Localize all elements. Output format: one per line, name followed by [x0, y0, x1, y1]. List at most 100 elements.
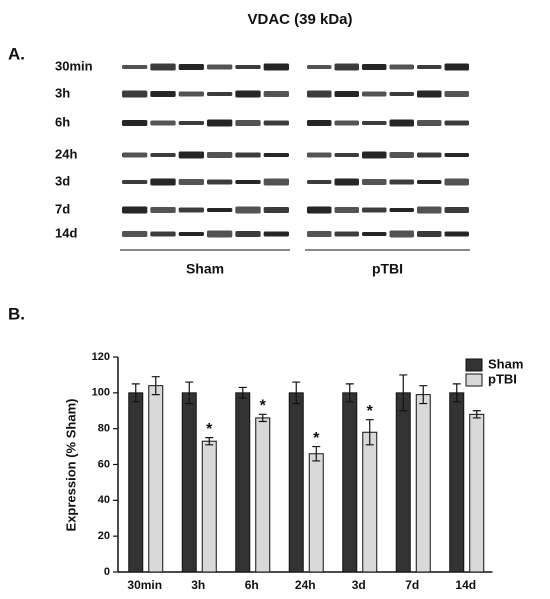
blot-band: [263, 207, 289, 213]
error-bar: [205, 437, 214, 446]
blot-band: [444, 178, 469, 186]
error-bar: [185, 381, 194, 405]
significance-mark: *: [206, 421, 213, 438]
significance-mark: *: [313, 430, 320, 447]
y-tick-label: 100: [92, 387, 110, 399]
group-label: Sham: [186, 261, 224, 277]
blot-band: [150, 231, 176, 237]
blot-band: [263, 231, 289, 237]
row-label: 7d: [55, 201, 70, 216]
blot-band: [178, 64, 204, 70]
legend-swatch: [465, 373, 483, 387]
blot-band: [207, 152, 233, 158]
blot-band: [362, 179, 387, 185]
blot-band: [235, 152, 261, 158]
blot-band: [362, 64, 387, 70]
y-tick-label: 120: [92, 351, 110, 363]
y-tick-label: 0: [104, 566, 110, 578]
blot-band: [389, 64, 414, 70]
blot-band: [235, 206, 261, 214]
blot-band: [334, 231, 359, 237]
error-bar: [452, 383, 461, 403]
bar: [308, 453, 324, 573]
blot-band: [307, 152, 332, 158]
y-tick-label: 20: [98, 530, 110, 542]
blot-band: [417, 65, 442, 69]
blot-band: [122, 65, 148, 69]
blot-band: [122, 152, 148, 158]
blot-band: [150, 153, 176, 157]
legend-swatch: [465, 358, 483, 372]
blot-band: [307, 65, 332, 69]
panel-label: A.: [8, 44, 25, 63]
blot-band: [122, 180, 148, 184]
panel-label: B.: [8, 304, 25, 323]
blot-band: [178, 91, 204, 97]
row-label: 3d: [55, 173, 70, 188]
blot-band: [178, 121, 204, 125]
blot-band: [122, 120, 148, 126]
row-label: 14d: [55, 225, 77, 240]
blot-band: [444, 120, 469, 126]
blot-band: [150, 120, 176, 126]
blot-band: [235, 65, 261, 69]
blot-band: [334, 91, 359, 97]
blot-band: [444, 91, 469, 97]
blot-band: [417, 180, 442, 184]
blot-band: [263, 120, 289, 126]
error-bar: [399, 374, 408, 412]
blot-band: [207, 64, 233, 70]
error-bar: [312, 445, 321, 462]
bar: [181, 392, 197, 573]
blot-band: [150, 178, 176, 186]
y-tick-label: 80: [98, 423, 110, 435]
error-bar: [472, 410, 481, 419]
error-bar: [151, 376, 160, 396]
y-tick-label: 60: [98, 458, 110, 470]
blot-band: [207, 92, 233, 96]
blot-band: [389, 119, 414, 127]
x-tick-label: 3h: [191, 578, 205, 592]
legend-label: Sham: [488, 356, 523, 371]
row-label: 3h: [55, 85, 70, 100]
blot-band: [263, 91, 289, 97]
blot-band: [122, 231, 148, 237]
blot-band: [389, 179, 414, 185]
x-tick-label: 6h: [245, 578, 259, 592]
error-bar: [258, 413, 267, 423]
error-bar: [131, 383, 140, 403]
row-label: 30min: [55, 58, 93, 73]
blot-band: [122, 90, 148, 98]
bar: [148, 385, 164, 573]
bar: [362, 431, 378, 573]
blot-band: [362, 121, 387, 125]
bar: [469, 413, 485, 573]
blot-band: [263, 63, 289, 71]
blot-band: [362, 91, 387, 97]
blot-band: [307, 231, 332, 237]
blot-band: [444, 231, 469, 237]
blot-band: [150, 63, 176, 71]
significance-mark: *: [260, 398, 267, 415]
blot-band: [207, 208, 233, 212]
blot-band: [263, 153, 289, 157]
blot-band: [122, 206, 148, 214]
significance-mark: *: [367, 403, 374, 420]
blot-band: [389, 230, 414, 238]
blot-band: [178, 207, 204, 213]
blot-band: [389, 208, 414, 212]
blot-band: [389, 92, 414, 96]
blot-band: [417, 120, 442, 126]
blot-band: [207, 119, 233, 127]
blot-band: [444, 207, 469, 213]
blot-band: [235, 120, 261, 126]
blot-band: [150, 207, 176, 213]
blot-band: [207, 230, 233, 238]
blot-band: [178, 151, 204, 159]
error-bar: [419, 385, 428, 405]
blot-band: [150, 91, 176, 97]
blot-band: [444, 153, 469, 157]
blot-band: [307, 206, 332, 214]
blot-band: [362, 232, 387, 236]
